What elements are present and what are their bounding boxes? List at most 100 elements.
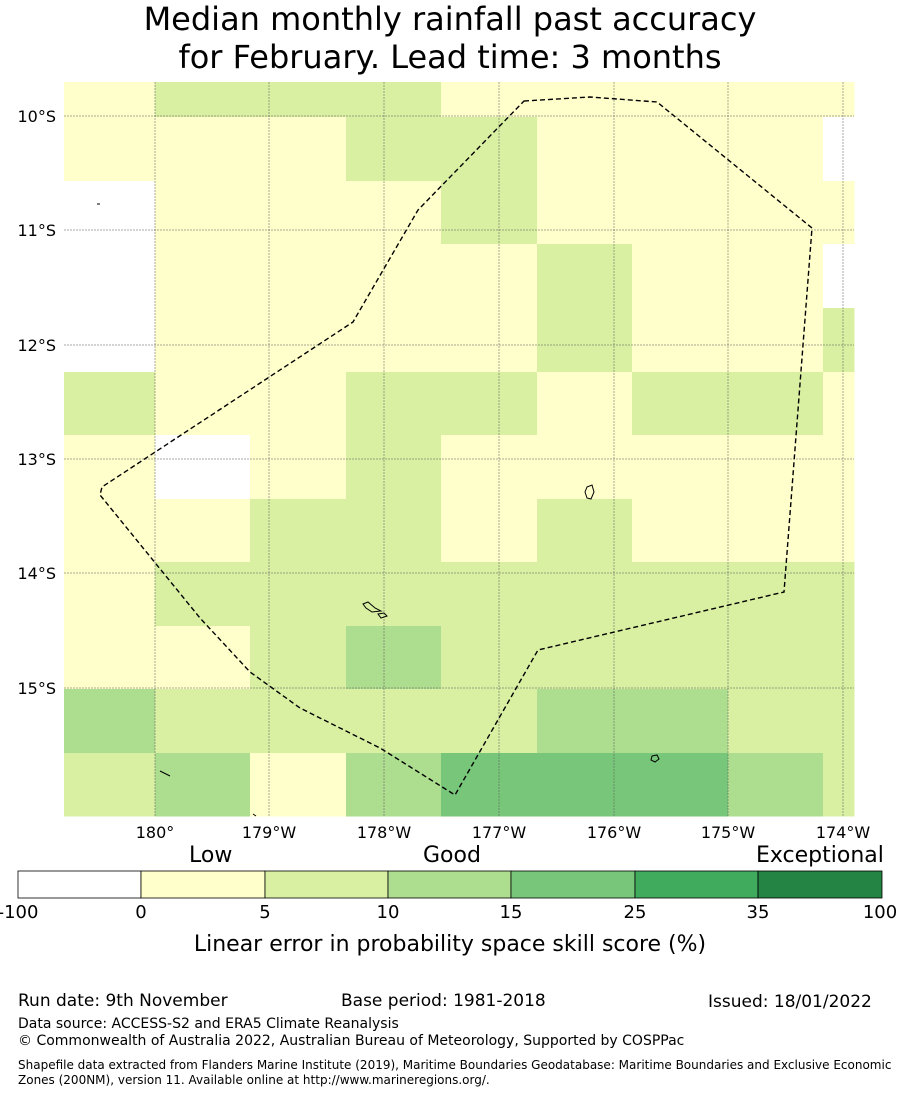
longitude-label: 180° bbox=[136, 823, 175, 842]
grid-cell bbox=[250, 562, 347, 627]
grid-cell bbox=[537, 372, 633, 436]
skill-grid bbox=[64, 82, 855, 817]
run-date: Run date: 9th November bbox=[18, 991, 228, 1011]
skill-map: 10°S11°S12°S13°S14°S15°S 180° 179°W 178°W 1… bbox=[17, 82, 883, 899]
grid-cell bbox=[346, 82, 442, 118]
grid-cell bbox=[250, 308, 347, 373]
latitude-label: 13°S bbox=[17, 450, 56, 469]
grid-cell bbox=[64, 181, 156, 245]
longitude-label: 179°W bbox=[242, 823, 297, 842]
grid-cell bbox=[250, 372, 347, 436]
grid-cell bbox=[632, 117, 729, 182]
grid-cell bbox=[728, 82, 824, 118]
colorbar-tick: 100 bbox=[862, 902, 898, 923]
grid-cell bbox=[441, 372, 538, 436]
colorbar bbox=[17, 870, 883, 899]
grid-cell bbox=[441, 626, 538, 690]
grid-cell bbox=[155, 499, 251, 563]
longitude-label: 176°W bbox=[587, 823, 642, 842]
base-period: Base period: 1981-2018 bbox=[341, 991, 546, 1011]
grid-cell bbox=[441, 562, 538, 627]
colorbar-segment bbox=[757, 870, 883, 899]
copyright: © Commonwealth of Australia 2022, Austra… bbox=[18, 1033, 685, 1049]
grid-cell bbox=[632, 753, 729, 817]
grid-cell bbox=[728, 626, 824, 690]
grid-cell bbox=[728, 117, 824, 182]
grid-cell bbox=[155, 689, 251, 754]
grid-cell bbox=[64, 117, 156, 182]
grid-cell bbox=[728, 753, 824, 817]
grid-cell bbox=[64, 244, 156, 309]
grid-cell bbox=[346, 372, 442, 436]
grid-cell bbox=[728, 244, 824, 309]
grid-cell bbox=[632, 372, 729, 436]
latitude-label: 12°S bbox=[17, 336, 56, 355]
grid-cell bbox=[823, 435, 855, 500]
grid-cell bbox=[250, 117, 347, 182]
colorbar-category-exceptional: Exceptional bbox=[756, 843, 884, 868]
grid-cell bbox=[346, 753, 442, 817]
grid-cell bbox=[823, 562, 855, 627]
grid-cell bbox=[346, 626, 442, 690]
grid-cell bbox=[346, 562, 442, 627]
grid-cell bbox=[441, 308, 538, 373]
latitude-label: 14°S bbox=[17, 564, 56, 583]
grid-cell bbox=[64, 372, 156, 436]
grid-cell bbox=[441, 82, 538, 118]
grid-cell bbox=[155, 82, 251, 118]
grid-cell bbox=[537, 117, 633, 182]
grid-cell bbox=[823, 753, 855, 817]
grid-cell bbox=[250, 435, 347, 500]
grid-cell bbox=[537, 562, 633, 627]
longitude-labels: 180° 179°W 178°W 177°W 176°W 175°W 174°W bbox=[136, 823, 871, 842]
grid-cell bbox=[632, 626, 729, 690]
grid-cell bbox=[537, 244, 633, 309]
grid-cell bbox=[155, 181, 251, 245]
colorbar-segment bbox=[634, 870, 759, 899]
grid-cell bbox=[64, 626, 156, 690]
grid-cell bbox=[250, 626, 347, 690]
map-gridlines bbox=[64, 82, 854, 816]
grid-cell bbox=[728, 499, 824, 563]
grid-cell bbox=[346, 308, 442, 373]
grid-cell bbox=[441, 499, 538, 563]
colorbar-category-good: Good bbox=[423, 843, 481, 868]
grid-cell bbox=[250, 181, 347, 245]
grid-cell bbox=[823, 82, 855, 118]
grid-cell bbox=[823, 499, 855, 563]
grid-cell bbox=[155, 753, 251, 817]
colorbar-tick: 25 bbox=[623, 902, 647, 923]
colorbar-tick: 15 bbox=[499, 902, 523, 923]
colorbar-segment bbox=[387, 870, 512, 899]
grid-cell bbox=[823, 181, 855, 245]
grid-cell bbox=[537, 689, 633, 754]
colorbar-segment bbox=[140, 870, 266, 899]
grid-cell bbox=[155, 308, 251, 373]
longitude-label: 174°W bbox=[816, 823, 871, 842]
grid-cell bbox=[728, 435, 824, 500]
grid-cell bbox=[823, 626, 855, 690]
colorbar-segment bbox=[17, 870, 142, 899]
latitude-label: 15°S bbox=[17, 679, 56, 698]
grid-cell bbox=[823, 308, 855, 373]
chart-title-line-2: for February. Lead time: 3 months bbox=[178, 38, 722, 76]
grid-cell bbox=[537, 499, 633, 563]
grid-cell bbox=[728, 308, 824, 373]
grid-cell bbox=[441, 244, 538, 309]
grid-cell bbox=[441, 181, 538, 245]
grid-cell bbox=[823, 117, 855, 182]
colorbar-tick: 5 bbox=[259, 902, 271, 923]
colorbar-category-low: Low bbox=[189, 843, 233, 868]
latitude-label: 11°S bbox=[17, 221, 56, 240]
island-outline bbox=[584, 484, 595, 500]
grid-cell bbox=[346, 117, 442, 182]
grid-cell bbox=[250, 82, 347, 118]
grid-cell bbox=[346, 689, 442, 754]
grid-cell bbox=[64, 435, 156, 500]
grid-cell bbox=[728, 372, 824, 436]
grid-cell bbox=[441, 753, 538, 817]
grid-cell bbox=[250, 689, 347, 754]
issued-date: Issued: 18/01/2022 bbox=[708, 992, 872, 1012]
island-outline bbox=[252, 813, 257, 817]
grid-cell bbox=[632, 244, 729, 309]
